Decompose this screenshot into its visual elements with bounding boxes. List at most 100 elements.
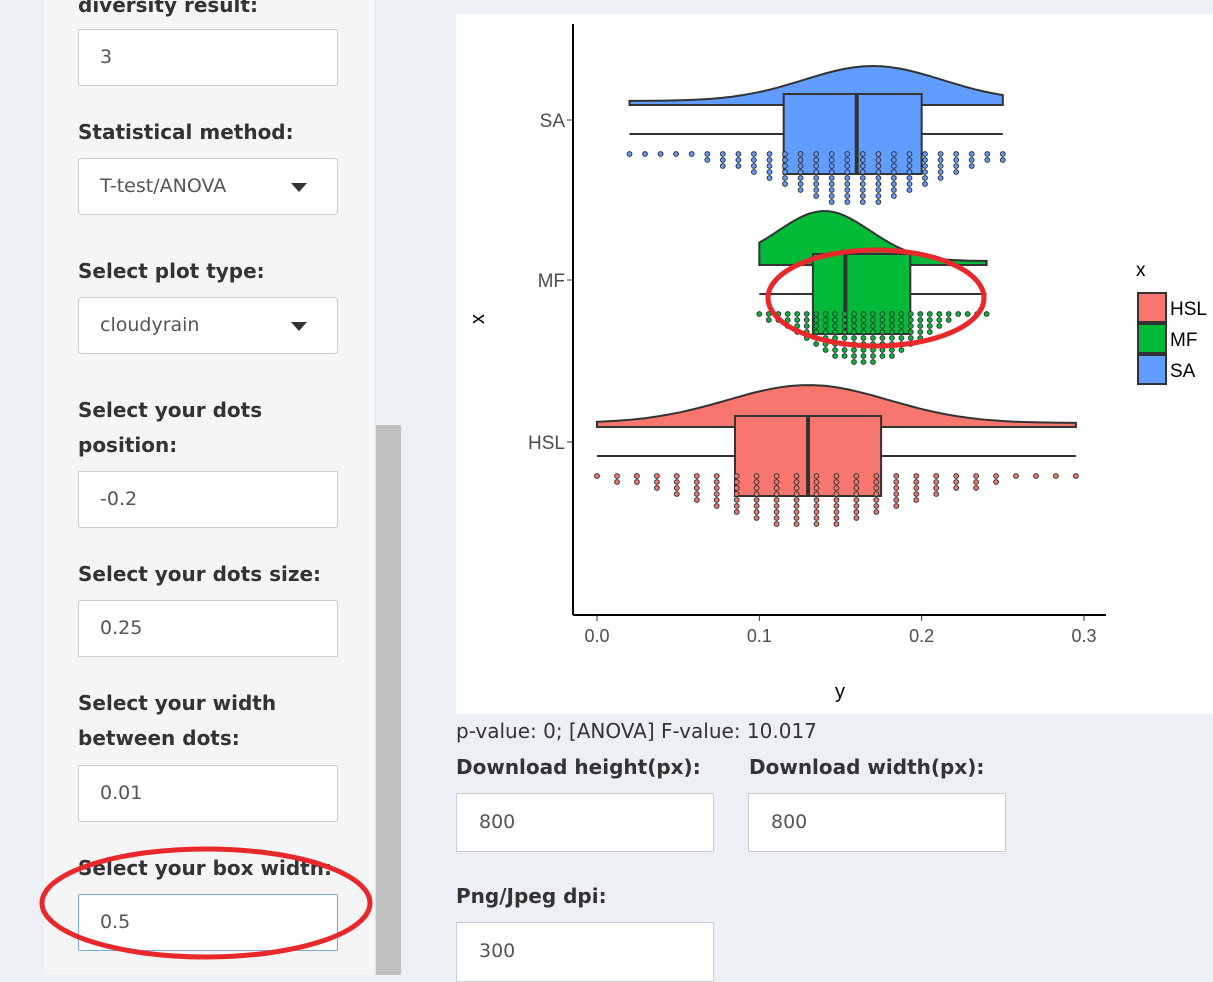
y-axis-title: x xyxy=(467,314,489,324)
rain-dot-sa xyxy=(906,151,913,157)
rain-dot-sa xyxy=(735,151,742,157)
rain-dot-hsl xyxy=(733,479,740,485)
rain-dot-hsl xyxy=(893,473,900,479)
statistical-method-select[interactable]: T-test/ANOVA xyxy=(78,158,338,215)
rain-dot-sa xyxy=(875,175,882,181)
rain-dot-mf xyxy=(851,341,857,347)
rain-dot-mf xyxy=(851,353,857,359)
rain-dot-hsl xyxy=(773,509,780,515)
plot-type-select[interactable]: cloudyrain xyxy=(78,297,338,354)
rain-dot-sa xyxy=(859,151,866,157)
rain-dot-hsl xyxy=(753,503,760,509)
rain-dot-sa xyxy=(844,199,851,205)
rain-dot-hsl xyxy=(693,497,700,503)
box-width-label: Select your box width: xyxy=(78,856,332,880)
rain-dot-hsl xyxy=(873,491,880,497)
rain-dot-mf xyxy=(813,335,820,341)
scrollbar-thumb[interactable] xyxy=(376,425,401,975)
rain-dot-sa xyxy=(719,163,726,169)
rain-dot-hsl xyxy=(913,491,920,497)
rain-dot-hsl xyxy=(893,497,900,503)
rain-dot-hsl xyxy=(813,515,820,521)
dots-size-input[interactable]: 0.25 xyxy=(78,600,338,657)
rain-dot-mf xyxy=(870,317,876,323)
rain-dot-hsl xyxy=(793,485,800,491)
rain-dot-sa xyxy=(953,163,960,169)
rain-dot-sa xyxy=(657,151,664,157)
rain-dot-mf xyxy=(955,311,962,317)
download-width-input[interactable]: 800 xyxy=(748,793,1006,852)
rain-dot-mf xyxy=(803,311,810,317)
rain-dot-sa xyxy=(844,187,851,193)
rain-dot-hsl xyxy=(833,521,840,527)
y-tick-label: HSL xyxy=(528,433,565,454)
rain-dot-hsl xyxy=(793,473,800,479)
rain-dot-mf xyxy=(889,347,895,353)
rain-dot-sa xyxy=(751,169,757,175)
rain-dot-sa xyxy=(719,157,726,163)
rain-dot-sa xyxy=(813,169,820,175)
width-between-dots-input[interactable]: 0.01 xyxy=(78,765,338,822)
rain-dot-mf xyxy=(860,311,867,317)
rain-dot-mf xyxy=(889,323,895,329)
legend-key-sa xyxy=(1137,354,1167,385)
rain-dot-hsl xyxy=(793,479,800,485)
rain-dot-mf xyxy=(870,347,876,353)
diversity-result-input[interactable]: 3 xyxy=(78,29,338,86)
rain-dot-sa xyxy=(797,151,804,157)
rain-dot-hsl xyxy=(1013,473,1019,479)
rain-dot-mf xyxy=(841,317,848,323)
rain-dot-hsl xyxy=(733,503,740,509)
rain-dot-mf xyxy=(898,329,905,335)
rain-dot-sa xyxy=(766,157,773,163)
rain-dot-sa xyxy=(875,157,882,163)
rain-dot-hsl xyxy=(693,491,700,497)
rain-dot-hsl xyxy=(833,515,840,521)
rain-dot-sa xyxy=(828,199,835,205)
download-width-label: Download width(px): xyxy=(749,755,985,779)
x-tick-label: 0.3 xyxy=(1071,626,1096,646)
rain-dot-mf xyxy=(907,311,914,317)
rain-dot-hsl xyxy=(713,491,720,497)
dpi-input[interactable]: 300 xyxy=(456,922,714,982)
rain-dot-mf xyxy=(832,335,839,341)
rain-dot-sa xyxy=(828,193,835,199)
rain-dot-sa xyxy=(891,169,897,175)
rain-dot-mf xyxy=(813,329,820,335)
rain-dot-hsl xyxy=(793,497,800,503)
rain-dot-hsl xyxy=(873,503,880,509)
rain-dot-hsl xyxy=(773,503,780,509)
rain-dot-hsl xyxy=(833,497,840,503)
rain-dot-mf xyxy=(794,311,801,317)
rain-dot-sa xyxy=(813,163,820,169)
rain-dot-sa xyxy=(906,157,913,163)
rain-dot-mf xyxy=(936,317,943,323)
rain-dot-sa xyxy=(922,181,928,187)
rain-dot-mf xyxy=(917,317,924,323)
rain-dot-mf xyxy=(879,353,886,359)
rain-dot-hsl xyxy=(614,479,620,485)
rain-dot-sa xyxy=(704,157,711,163)
rain-dot-mf xyxy=(860,323,867,329)
rain-dot-sa xyxy=(859,187,866,193)
rain-dot-sa xyxy=(828,181,835,187)
rain-dot-hsl xyxy=(873,473,880,479)
rain-dot-hsl xyxy=(713,497,720,503)
dpi-label: Png/Jpeg dpi: xyxy=(456,884,607,908)
rain-dot-sa xyxy=(782,157,788,163)
rain-dot-sa xyxy=(906,163,913,169)
rain-dot-hsl xyxy=(713,485,720,491)
rain-dot-hsl xyxy=(594,473,600,479)
rain-dot-sa xyxy=(751,163,757,169)
rain-dot-sa xyxy=(891,187,897,193)
statistical-method-value: T-test/ANOVA xyxy=(100,175,227,197)
box-width-input[interactable]: 0.5 xyxy=(78,894,338,951)
dots-position-input[interactable]: -0.2 xyxy=(78,471,338,528)
rain-dot-hsl xyxy=(853,485,860,491)
rain-dot-hsl xyxy=(654,485,660,491)
rain-dot-mf xyxy=(974,311,980,317)
y-tick-label: MF xyxy=(538,271,565,292)
rain-dot-sa xyxy=(828,163,835,169)
download-height-input[interactable]: 800 xyxy=(456,793,714,852)
rain-dot-mf xyxy=(889,329,895,335)
